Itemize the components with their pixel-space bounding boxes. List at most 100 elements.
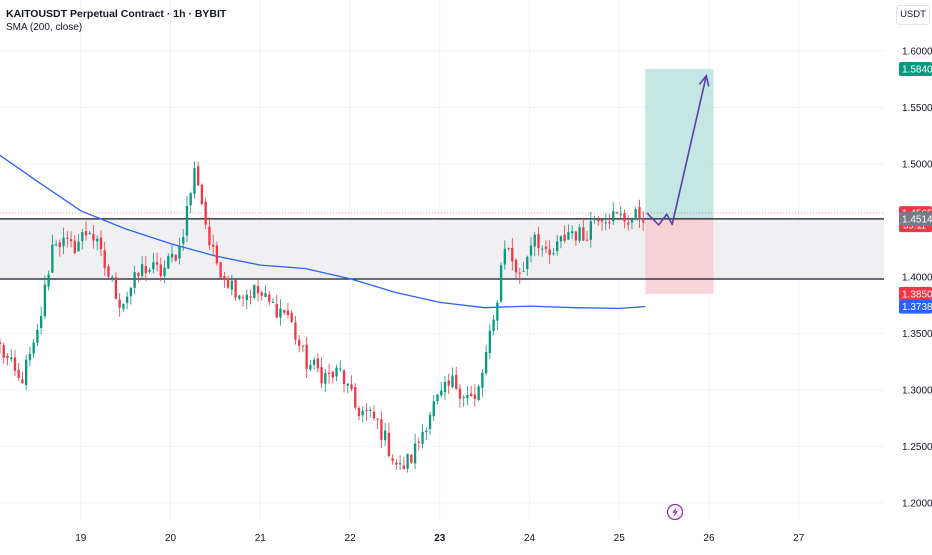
candle-body [81,232,84,241]
candle-body [526,256,529,270]
candle-body [96,238,99,242]
candle-body [642,220,645,223]
candle-body [522,271,525,273]
candle-body [533,234,536,247]
candle-body [361,410,364,416]
candle-body [144,266,147,274]
candle-body [398,463,402,465]
candle-body [159,264,162,277]
candle-body [499,265,503,302]
candle-body [312,359,316,365]
target-price-tag: 1.5840 [899,61,932,76]
candle-body [182,237,185,244]
candle-body [118,299,121,308]
price-tick-label: 1.2000 [902,499,932,510]
candle-body [25,359,28,385]
candle-body [619,214,622,216]
events-bolt-icon[interactable] [666,503,684,521]
candle-body [585,239,589,241]
candle-body [440,390,443,396]
candle-body [2,345,5,358]
candle-body [249,296,252,298]
candle-body [331,371,334,378]
candle-body [47,274,50,287]
candle-body [548,249,551,255]
candle-body [62,237,65,247]
candle-body [324,373,327,384]
candle-body [466,395,469,399]
candle-body [140,264,144,276]
candle-body [387,432,391,456]
candle-body [327,372,331,374]
projection-arrow[interactable] [646,73,710,226]
candle-body [342,370,346,385]
candle-body [294,322,297,340]
candle-body [484,352,488,374]
arrow-head [698,73,710,87]
candle-body [43,284,47,317]
candle-body [219,262,222,278]
candle-body [185,205,189,236]
candle-body [477,386,480,400]
candle-body [36,329,39,343]
candle-body [88,232,91,234]
candle-body [462,397,465,399]
candle-body [447,380,450,386]
candle-body [17,369,20,378]
stop-zone [645,218,714,294]
candle-body [627,222,630,225]
candle-body [630,219,634,223]
time-axis[interactable]: 19 20 21 22 23 24 25 26 27 [0,520,884,550]
horizontal-levels[interactable] [0,212,884,280]
candle-body [275,303,278,318]
candle-body [574,231,578,241]
candle-body [223,276,226,280]
candle-body [256,286,260,294]
bolt-glyph [672,507,678,517]
candle-body [234,280,237,298]
candle-body [372,411,376,419]
candle-body [66,237,69,239]
candle-body [54,244,58,246]
candle-body [215,245,219,264]
candle-body [204,201,207,225]
candle-body [578,227,581,241]
candle-body [541,248,544,250]
candle-body [283,310,286,313]
candle-body [264,293,267,297]
candle-body [13,357,17,371]
candle-body [615,212,619,214]
target-price-tag-label: 1.5840 [902,64,932,75]
time-tick-label: 20 [165,533,177,544]
zones-layer [0,68,884,294]
candle-body [58,242,61,248]
candle-body [507,247,510,249]
entry-price-tag: 1.4514 [899,211,932,226]
candle-body [634,209,637,220]
candle-body [320,367,323,384]
candle-body [496,302,499,321]
candle-body [552,253,555,255]
price-axis[interactable]: 1.60001.55001.50001.45001.40001.35001.30… [884,0,932,550]
price-tick-label: 1.4000 [902,272,932,283]
currency-button[interactable]: USDT [896,5,930,25]
candle-body [529,245,533,256]
candle-body [211,244,215,247]
candle-body [514,259,518,273]
indicator-label: SMA (200, close) [6,22,83,33]
candle-body [301,345,305,347]
candle-body [279,308,282,318]
candle-body [589,221,592,240]
candle-body [99,237,103,250]
candle-body [346,383,349,386]
candle-body [451,375,454,388]
time-tick-label: 22 [344,533,356,544]
chart-legend[interactable]: KAITOUSDT Perpetual Contract · 1h · BYBI… [6,7,226,35]
candle-body [369,409,372,411]
candle-body [556,241,559,251]
stop-price-tag-label: 1.3850 [902,289,932,300]
candle-body [473,394,477,400]
sma-line [0,154,646,310]
